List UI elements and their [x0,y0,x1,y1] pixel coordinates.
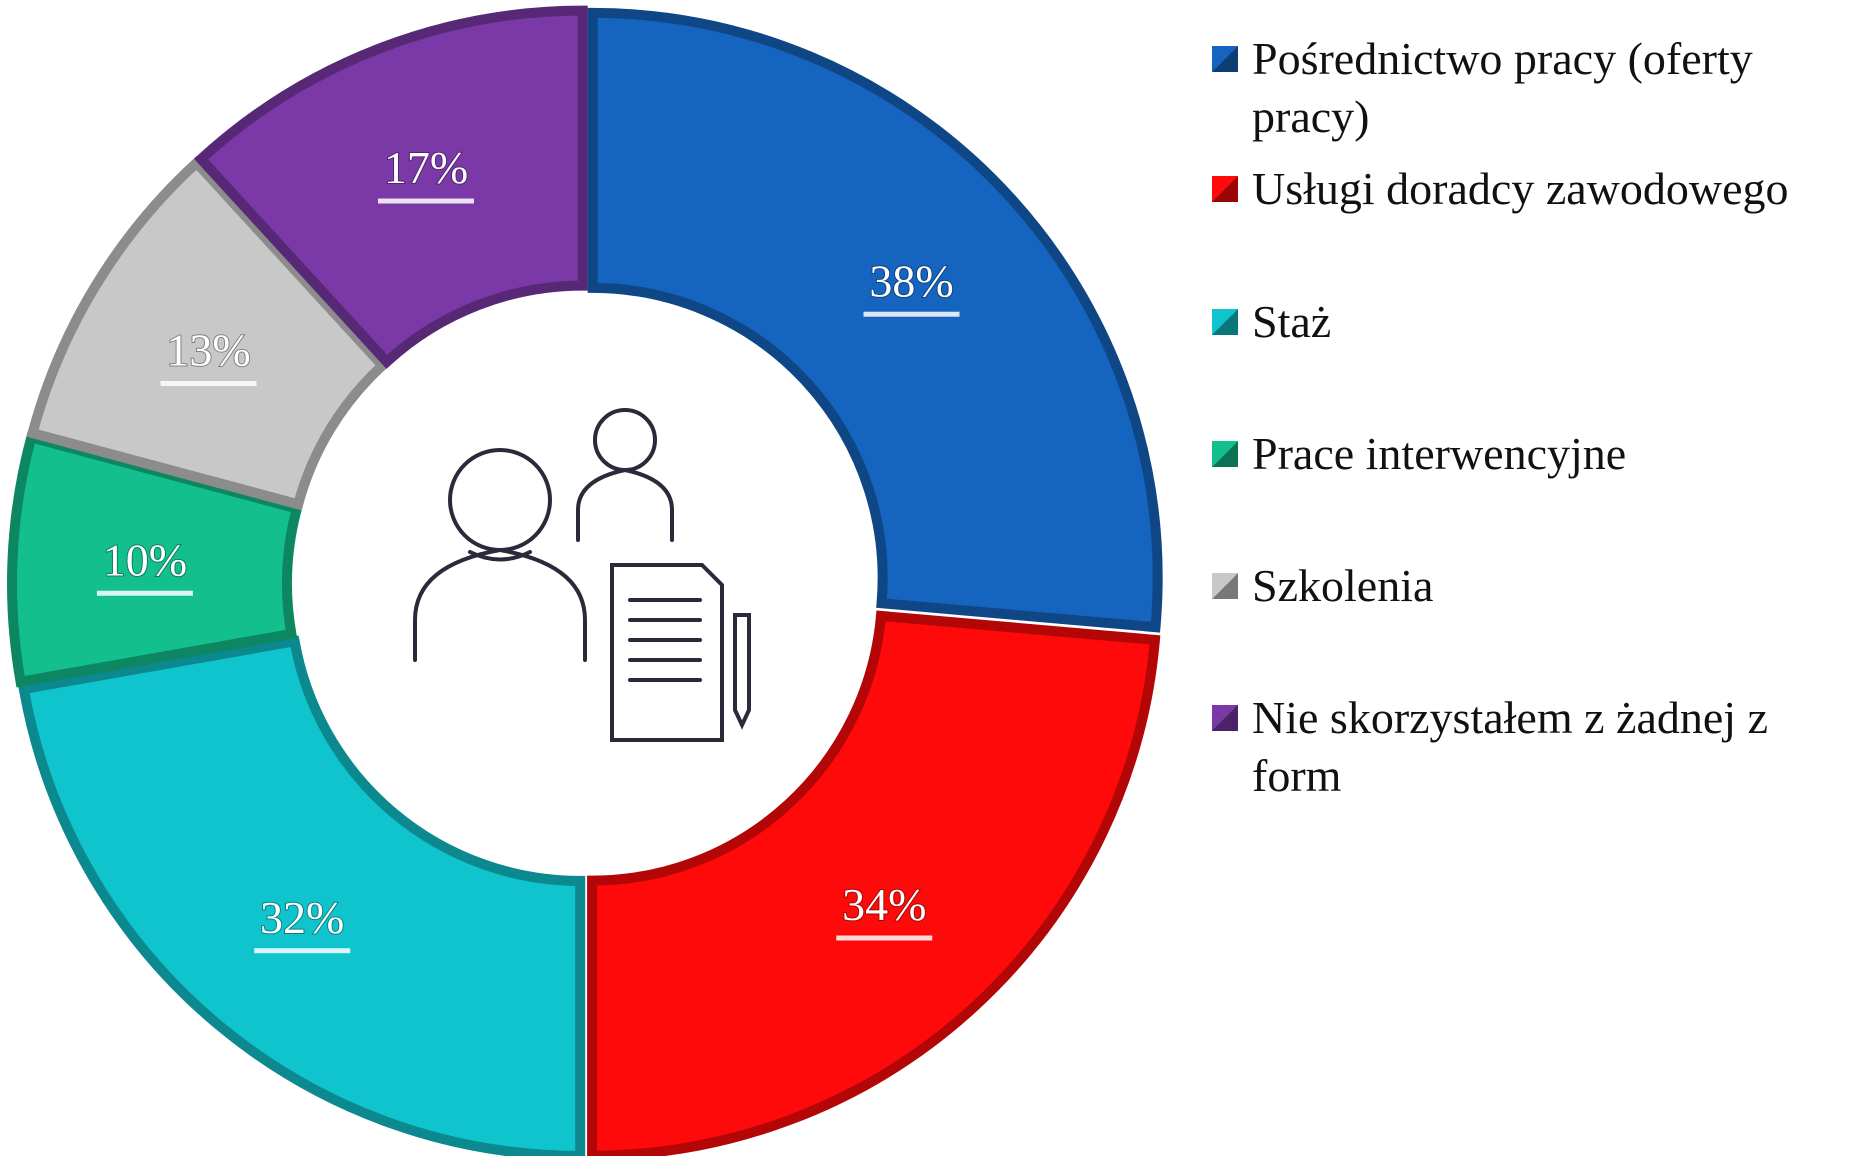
label-underline [863,311,960,317]
label-underline [160,380,257,386]
legend-item: Nie skorzystałem z żadnej z form [1212,689,1842,805]
legend-item: Pośrednictwo pracy (oferty pracy) [1212,30,1842,146]
legend-label: Usługi doradcy zawodowego [1252,163,1789,214]
center-icon [413,408,751,742]
legend-label: Szkolenia [1252,560,1434,611]
legend-swatch [1212,705,1238,731]
legend-label: Prace interwencyjne [1252,428,1627,479]
legend-item: Usługi doradcy zawodowego [1212,160,1842,218]
legend-label: Nie skorzystałem z żadnej z form [1252,692,1768,801]
legend-item: Staż [1212,293,1842,351]
legend-label: Pośrednictwo pracy (oferty pracy) [1252,33,1753,142]
legend-swatch [1212,309,1238,335]
slice [193,5,588,369]
label-underline [836,935,933,941]
legend-item: Szkolenia [1212,557,1842,615]
value-label: 34% [842,879,926,930]
slice [18,635,586,1156]
value-label: 32% [260,892,344,943]
value-label: 38% [869,255,953,306]
label-underline [96,590,193,596]
slice [587,7,1163,633]
slice [26,155,390,511]
value-label: 10% [103,534,187,585]
legend-swatch [1212,46,1238,72]
legend-swatch [1212,573,1238,599]
legend-swatch [1212,441,1238,467]
value-label: 17% [384,142,468,193]
slices: 38% 34% 32% 10% 13% 17% [7,5,1163,1156]
slice [587,610,1161,1156]
value-label: 13% [166,325,250,376]
legend-swatch [1212,176,1238,202]
legend-item: Prace interwencyjne [1212,425,1842,483]
label-underline [254,948,351,954]
legend-label: Staż [1252,296,1332,347]
label-underline [377,198,474,204]
